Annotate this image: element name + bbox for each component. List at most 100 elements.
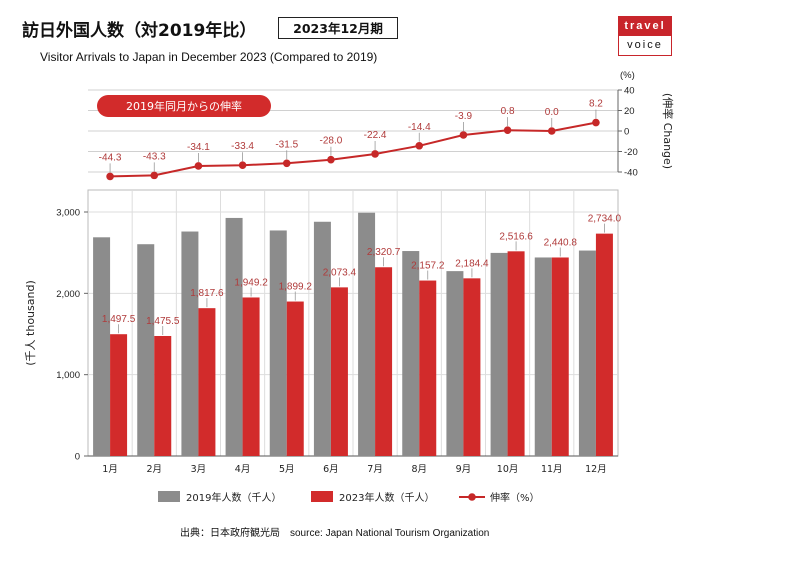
bar-2019 — [578, 250, 596, 456]
bar-data-label: 1,497.5 — [102, 314, 136, 325]
source-note: 出典：日本政府観光局 source: Japan National Touris… — [180, 528, 490, 539]
growth-point — [415, 141, 424, 150]
y-axis-label: (千人 thousand) — [24, 280, 37, 366]
x-tick-label: 4月 — [235, 464, 251, 475]
x-tick-label: 3月 — [191, 464, 207, 475]
y2-tick-label: -40 — [624, 168, 638, 179]
x-tick-label: 8月 — [411, 464, 427, 475]
growth-point — [238, 161, 247, 170]
bar-data-label: 1,949.2 — [234, 277, 268, 288]
growth-line — [110, 121, 597, 178]
legend-label-rate: 伸率（%） — [490, 491, 540, 504]
growth-data-label: -44.3 — [99, 152, 122, 163]
bar-2019 — [93, 237, 111, 456]
growth-data-label: -33.4 — [231, 141, 254, 152]
bar-data-label: 2,073.4 — [323, 267, 357, 278]
growth-data-label: -14.4 — [408, 122, 431, 133]
growth-badge-label: 2019年同月からの伸率 — [126, 99, 242, 113]
y2-unit-label: (%) — [620, 70, 635, 81]
bar-2023 — [463, 278, 481, 456]
x-tick-label: 11月 — [541, 464, 563, 475]
bar-2019 — [446, 271, 464, 456]
growth-data-label: -31.5 — [275, 139, 298, 150]
growth-point — [194, 162, 203, 170]
legend-label-2023: 2023年人数（千人） — [339, 491, 434, 504]
growth-data-label: -43.3 — [143, 151, 166, 162]
growth-data-label: -28.0 — [320, 136, 343, 147]
growth-data-label: 0.0 — [545, 107, 559, 118]
legend: 2019年人数（千人） 2023年人数（千人） 伸率（%） — [158, 491, 540, 504]
y-tick-label: 0 — [75, 452, 80, 463]
legend-swatch-2023 — [311, 491, 333, 502]
y2-tick-label: 0 — [624, 127, 629, 138]
y2-tick-label: 40 — [624, 86, 635, 97]
y-tick-label: 1,000 — [56, 370, 80, 381]
x-tick-label: 6月 — [323, 464, 339, 475]
growth-data-label: -22.4 — [364, 130, 387, 141]
legend-marker-rate — [468, 493, 476, 501]
y2-tick-label: 20 — [624, 106, 635, 117]
bar-data-label: 2,516.6 — [499, 231, 533, 242]
bar-2023 — [375, 267, 393, 456]
bar-2023 — [419, 280, 437, 456]
growth-point — [459, 131, 468, 139]
growth-point — [327, 155, 335, 164]
bar-data-label: 2,440.8 — [544, 237, 578, 248]
growth-point — [150, 171, 159, 180]
growth-data-label: 8.2 — [589, 99, 603, 110]
period-badge: 2023年12月期 — [278, 17, 398, 39]
x-tick-label: 9月 — [456, 464, 472, 475]
bar-2023 — [154, 335, 172, 456]
legend-label-2019: 2019年人数（千人） — [186, 491, 281, 504]
growth-point — [503, 126, 512, 134]
logo-line2: voice — [619, 36, 671, 54]
bar-2023 — [242, 297, 260, 456]
x-tick-label: 1月 — [102, 464, 118, 475]
y-tick-label: 3,000 — [56, 208, 80, 219]
bar-2019 — [402, 251, 420, 456]
bar-2023 — [198, 308, 216, 456]
bar-data-label: 1,899.2 — [279, 282, 313, 293]
bar-2019 — [534, 257, 552, 456]
x-tick-label: 2月 — [146, 464, 162, 475]
bar-data-label: 1,475.5 — [146, 316, 180, 327]
growth-panel: -40 -20 0 20 40 (%) (伸率 Change) 2019年同月からの伸率 -44… — [88, 70, 675, 181]
x-tick-label: 12月 — [585, 464, 607, 475]
bar-2019 — [313, 221, 331, 456]
bar-2023 — [110, 334, 128, 456]
growth-data-label: 0.8 — [501, 106, 515, 117]
growth-data-label: -34.1 — [187, 142, 210, 153]
bar-2019 — [225, 217, 243, 456]
x-tick-label: 10月 — [497, 464, 519, 475]
logo-line1: travel — [619, 17, 671, 36]
x-tick-label: 7月 — [367, 464, 383, 475]
bar-2019 — [490, 252, 508, 456]
legend-swatch-2019 — [158, 491, 180, 502]
y2-tick-label: -20 — [624, 147, 638, 158]
growth-data-label: -3.9 — [455, 111, 473, 122]
bar-data-label: 2,157.2 — [411, 261, 445, 272]
bar-2023 — [551, 257, 569, 456]
chart-subtitle: Visitor Arrivals to Japan in December 20… — [40, 50, 378, 64]
growth-point — [592, 118, 600, 127]
bar-2019 — [137, 244, 155, 456]
y-tick-label: 2,000 — [56, 289, 80, 300]
y2-axis-label: (伸率 Change) — [661, 93, 675, 169]
travel-voice-logo: travel voice — [618, 16, 672, 56]
bar-2023 — [330, 287, 348, 456]
bar-2023 — [507, 251, 525, 456]
bar-data-label: 2,320.7 — [367, 247, 401, 258]
bar-panel: 0 1,000 2,000 3,000 (千人 thousand) 1,497.5 1月 1,… — [24, 189, 622, 475]
growth-badge — [97, 95, 271, 117]
bar-data-label: 2,184.4 — [455, 258, 489, 269]
growth-point — [106, 172, 114, 181]
growth-point — [547, 127, 556, 135]
bar-2023 — [286, 301, 304, 456]
x-tick-label: 5月 — [279, 464, 295, 475]
growth-point — [371, 150, 379, 158]
bar-data-label: 2,734.0 — [588, 214, 622, 225]
bar-data-label: 1,817.6 — [190, 288, 224, 299]
bar-2019 — [181, 231, 199, 456]
bar-2019 — [269, 230, 287, 456]
